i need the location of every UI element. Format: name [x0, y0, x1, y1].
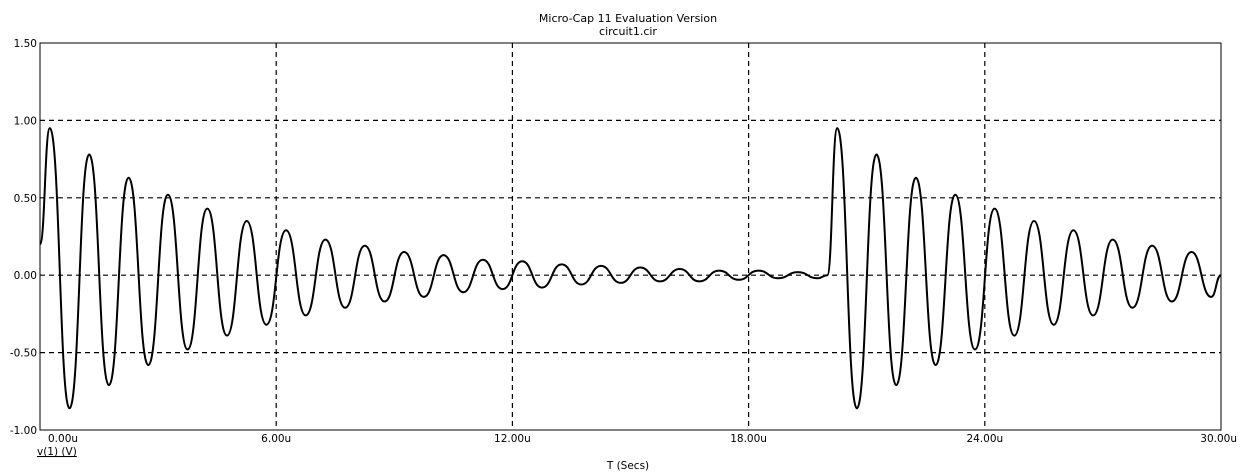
- x-tick-label: 30.00u: [1200, 433, 1237, 445]
- y-tick-label: -0.50: [10, 348, 37, 360]
- legend-trace-label[interactable]: v(1) (V): [37, 446, 77, 458]
- y-tick-label: 1.00: [14, 115, 37, 127]
- x-tick-labels: 0.00u 6.00u 12.00u 18.00u 24.00u 30.00u: [48, 433, 1237, 445]
- y-tick-label: -1.00: [10, 425, 37, 437]
- gridlines: [40, 43, 1221, 430]
- y-tick-label: 0.00: [14, 270, 37, 282]
- x-tick-label: 0.00u: [48, 433, 78, 445]
- plot-frame: [39, 42, 1222, 431]
- x-tick-label: 12.00u: [494, 433, 531, 445]
- x-tick-label: 18.00u: [730, 433, 767, 445]
- chart-title: Micro-Cap 11 Evaluation Version: [539, 12, 717, 25]
- x-tick-label: 6.00u: [261, 433, 291, 445]
- x-tick-label: 24.00u: [966, 433, 1003, 445]
- series-line-v1: [39, 127, 1222, 410]
- chart-subtitle: circuit1.cir: [599, 25, 657, 38]
- y-tick-label: 1.50: [14, 38, 37, 50]
- y-tick-labels: -1.00 -0.50 0.00 0.50 1.00 1.50: [10, 38, 37, 437]
- x-axis-label: T (Secs): [606, 460, 649, 472]
- y-tick-label: 0.50: [14, 193, 37, 205]
